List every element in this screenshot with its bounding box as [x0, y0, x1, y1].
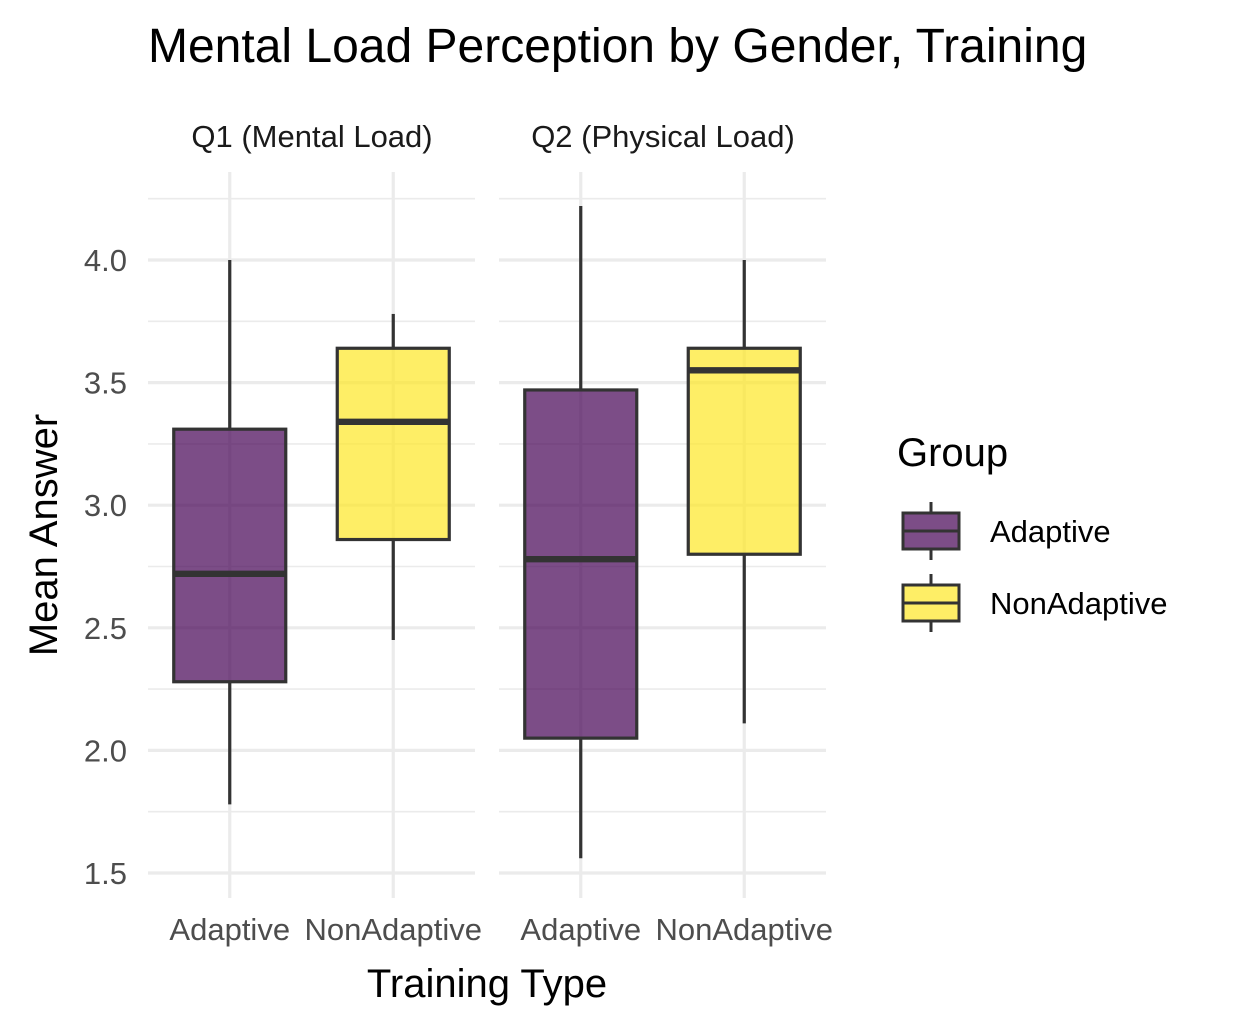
y-axis-title: Mean Answer [22, 414, 66, 656]
x-tick-label: Adaptive [520, 912, 641, 947]
x-axis-title: Training Type [367, 962, 607, 1006]
legend-item-nonadaptive: NonAdaptive [901, 574, 1168, 632]
box-body [686, 346, 802, 556]
legend-item-adaptive: Adaptive [901, 502, 1111, 560]
box-adaptive-facet-2 [523, 206, 639, 859]
box-body [172, 427, 288, 684]
box-body [335, 346, 451, 542]
chart-title: Mental Load Perception by Gender, Traini… [148, 20, 1087, 73]
y-tick-label: 2.0 [84, 733, 127, 768]
legend-label: Adaptive [990, 514, 1111, 549]
x-tick-label: NonAdaptive [304, 912, 482, 947]
box-adaptive-facet-1 [172, 260, 288, 805]
y-tick-label: 2.5 [84, 611, 127, 646]
box-body [523, 388, 639, 740]
chart-labels: Mental Load Perception by Gender, Traini… [22, 20, 1087, 1006]
legend-title: Group [897, 431, 1008, 475]
y-tick-label: 3.0 [84, 488, 127, 523]
legend: Group Adaptive NonAdaptive [897, 431, 1168, 632]
box-nonadaptive-facet-1 [335, 313, 451, 641]
y-tick-label: 4.0 [84, 243, 127, 278]
legend-label: NonAdaptive [990, 586, 1168, 621]
box-plots [172, 206, 802, 859]
y-tick-label: 3.5 [84, 366, 127, 401]
facet-label-q2: Q2 (Physical Load) [531, 119, 795, 154]
y-tick-label: 1.5 [84, 856, 127, 891]
facet-label-q1: Q1 (Mental Load) [191, 119, 432, 154]
box-nonadaptive-facet-2 [686, 260, 802, 724]
x-tick-label: Adaptive [169, 912, 290, 947]
x-tick-label: NonAdaptive [655, 912, 833, 947]
